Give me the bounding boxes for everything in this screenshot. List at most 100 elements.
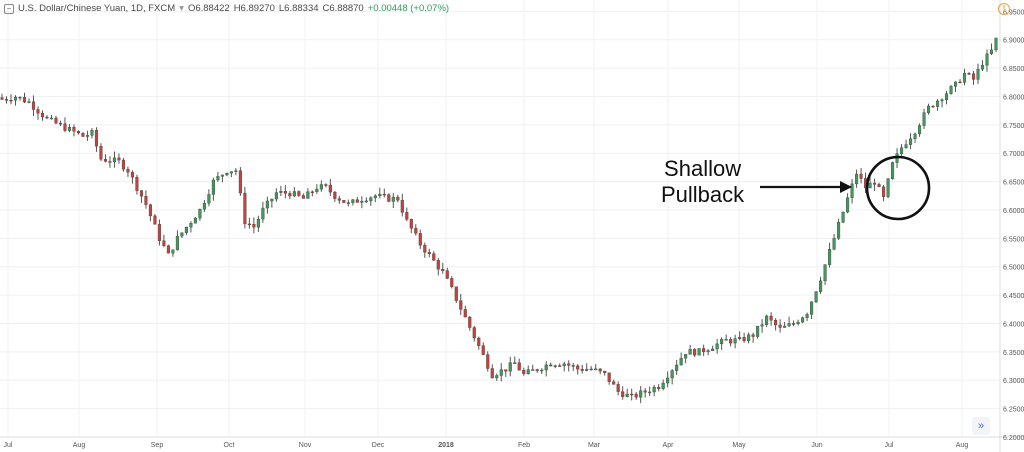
- candle-up: [733, 338, 737, 344]
- double-chevron-right-icon[interactable]: »: [972, 417, 990, 435]
- candle-down: [603, 370, 607, 374]
- candle-up: [315, 188, 319, 193]
- time-tick-label: Apr: [663, 442, 675, 449]
- dropdown-icon[interactable]: ▾: [179, 3, 184, 14]
- candle-down: [355, 199, 359, 203]
- time-tick-label: Aug: [956, 442, 969, 449]
- candle-up: [234, 170, 238, 172]
- candle-down: [324, 184, 328, 186]
- candle-up: [940, 99, 944, 102]
- candle-down: [643, 390, 647, 393]
- candle-down: [769, 315, 773, 321]
- candle-down: [450, 278, 454, 287]
- candle-up: [922, 112, 926, 126]
- candle-up: [908, 138, 913, 145]
- chart-header: − U.S. Dollar/Chinese Yuan, 1D, FXCM ▾ O…: [4, 3, 449, 14]
- candle-down: [729, 339, 733, 344]
- price-tick-label: 6.20000: [1003, 435, 1024, 442]
- candle-up: [279, 191, 283, 193]
- candle-up: [180, 232, 184, 237]
- candle-up: [783, 325, 787, 328]
- candle-up: [13, 96, 18, 101]
- candle-down: [45, 116, 49, 119]
- grid: [0, 0, 1000, 438]
- candle-up: [49, 117, 54, 120]
- candle-up: [508, 362, 512, 372]
- candle-up: [756, 325, 760, 337]
- candle-up: [360, 200, 364, 203]
- candle-up: [805, 314, 809, 318]
- candle-up: [292, 191, 296, 197]
- candle-up: [666, 377, 670, 384]
- candle-up: [495, 375, 499, 379]
- time-tick-label: Jul: [4, 442, 13, 449]
- high-value: H6.89270: [233, 3, 275, 14]
- candle-down: [99, 145, 103, 160]
- candle-down: [558, 365, 562, 367]
- candle-down: [481, 345, 485, 355]
- candle-up: [711, 348, 715, 351]
- candle-up: [207, 194, 211, 204]
- alert-icon[interactable]: !: [998, 3, 1010, 15]
- candle-down: [441, 268, 445, 271]
- candle-up: [378, 193, 382, 197]
- candle-down: [436, 260, 440, 270]
- close-value: C6.88870: [322, 3, 364, 14]
- candle-down: [283, 191, 287, 194]
- candle-down: [463, 309, 467, 318]
- candle-up: [837, 222, 841, 239]
- time-axis[interactable]: Jul Aug Sep Oct Nov Dec 2018 Feb Mar Apr May Jun Jul…: [4, 442, 969, 449]
- candle-down: [31, 101, 36, 110]
- candle-down: [418, 233, 422, 246]
- candle-up: [211, 179, 215, 195]
- candle-down: [486, 354, 490, 369]
- candle-up: [899, 147, 904, 154]
- candle-down: [774, 320, 778, 326]
- annotation-line-1: Shallow: [664, 156, 742, 181]
- candle-down: [18, 96, 22, 99]
- collapse-icon[interactable]: −: [4, 3, 14, 14]
- candle-down: [445, 270, 449, 279]
- candle-up: [202, 202, 206, 210]
- candle-down: [967, 73, 971, 75]
- candle-up: [274, 192, 278, 200]
- candle-down: [4, 99, 9, 101]
- candle-up: [944, 93, 949, 101]
- annotation-arrow-head: [840, 181, 852, 193]
- candle-down: [742, 337, 746, 342]
- time-tick-label: Sep: [151, 442, 164, 449]
- candle-up: [994, 37, 998, 51]
- price-tick-label: 6.40000: [1003, 321, 1024, 328]
- time-tick-label: Mar: [588, 442, 601, 449]
- candle-up: [639, 390, 643, 398]
- candle-down: [598, 368, 602, 372]
- candle-up: [198, 208, 202, 219]
- candle-down: [36, 109, 40, 114]
- candle-down: [459, 300, 463, 310]
- candle-down: [405, 212, 409, 220]
- candle-down: [693, 349, 697, 356]
- candle-down: [549, 364, 553, 367]
- candle-up: [184, 226, 188, 233]
- candle-up: [562, 363, 566, 367]
- candle-down: [931, 105, 935, 108]
- candle-up: [112, 157, 116, 163]
- price-axis[interactable]: 6.95000 6.90000 6.85000 6.80000 6.75000 6.700…: [1003, 9, 1024, 442]
- candle-up: [886, 178, 890, 197]
- candle-up: [706, 350, 710, 353]
- price-tick-label: 6.25000: [1003, 407, 1024, 414]
- symbol-label[interactable]: U.S. Dollar/Chinese Yuan, 1D, FXCM: [18, 3, 176, 14]
- price-tick-label: 6.35000: [1003, 350, 1024, 357]
- candle-down: [634, 393, 638, 398]
- candle-down: [346, 202, 350, 204]
- candle-down: [522, 369, 526, 374]
- candle-down: [468, 316, 472, 328]
- candle-up: [760, 324, 764, 327]
- time-tick-label: Feb: [518, 442, 530, 449]
- candle-down: [396, 196, 400, 201]
- candle-up: [229, 171, 233, 174]
- candle-down: [58, 122, 63, 125]
- price-tick-label: 6.30000: [1003, 378, 1024, 385]
